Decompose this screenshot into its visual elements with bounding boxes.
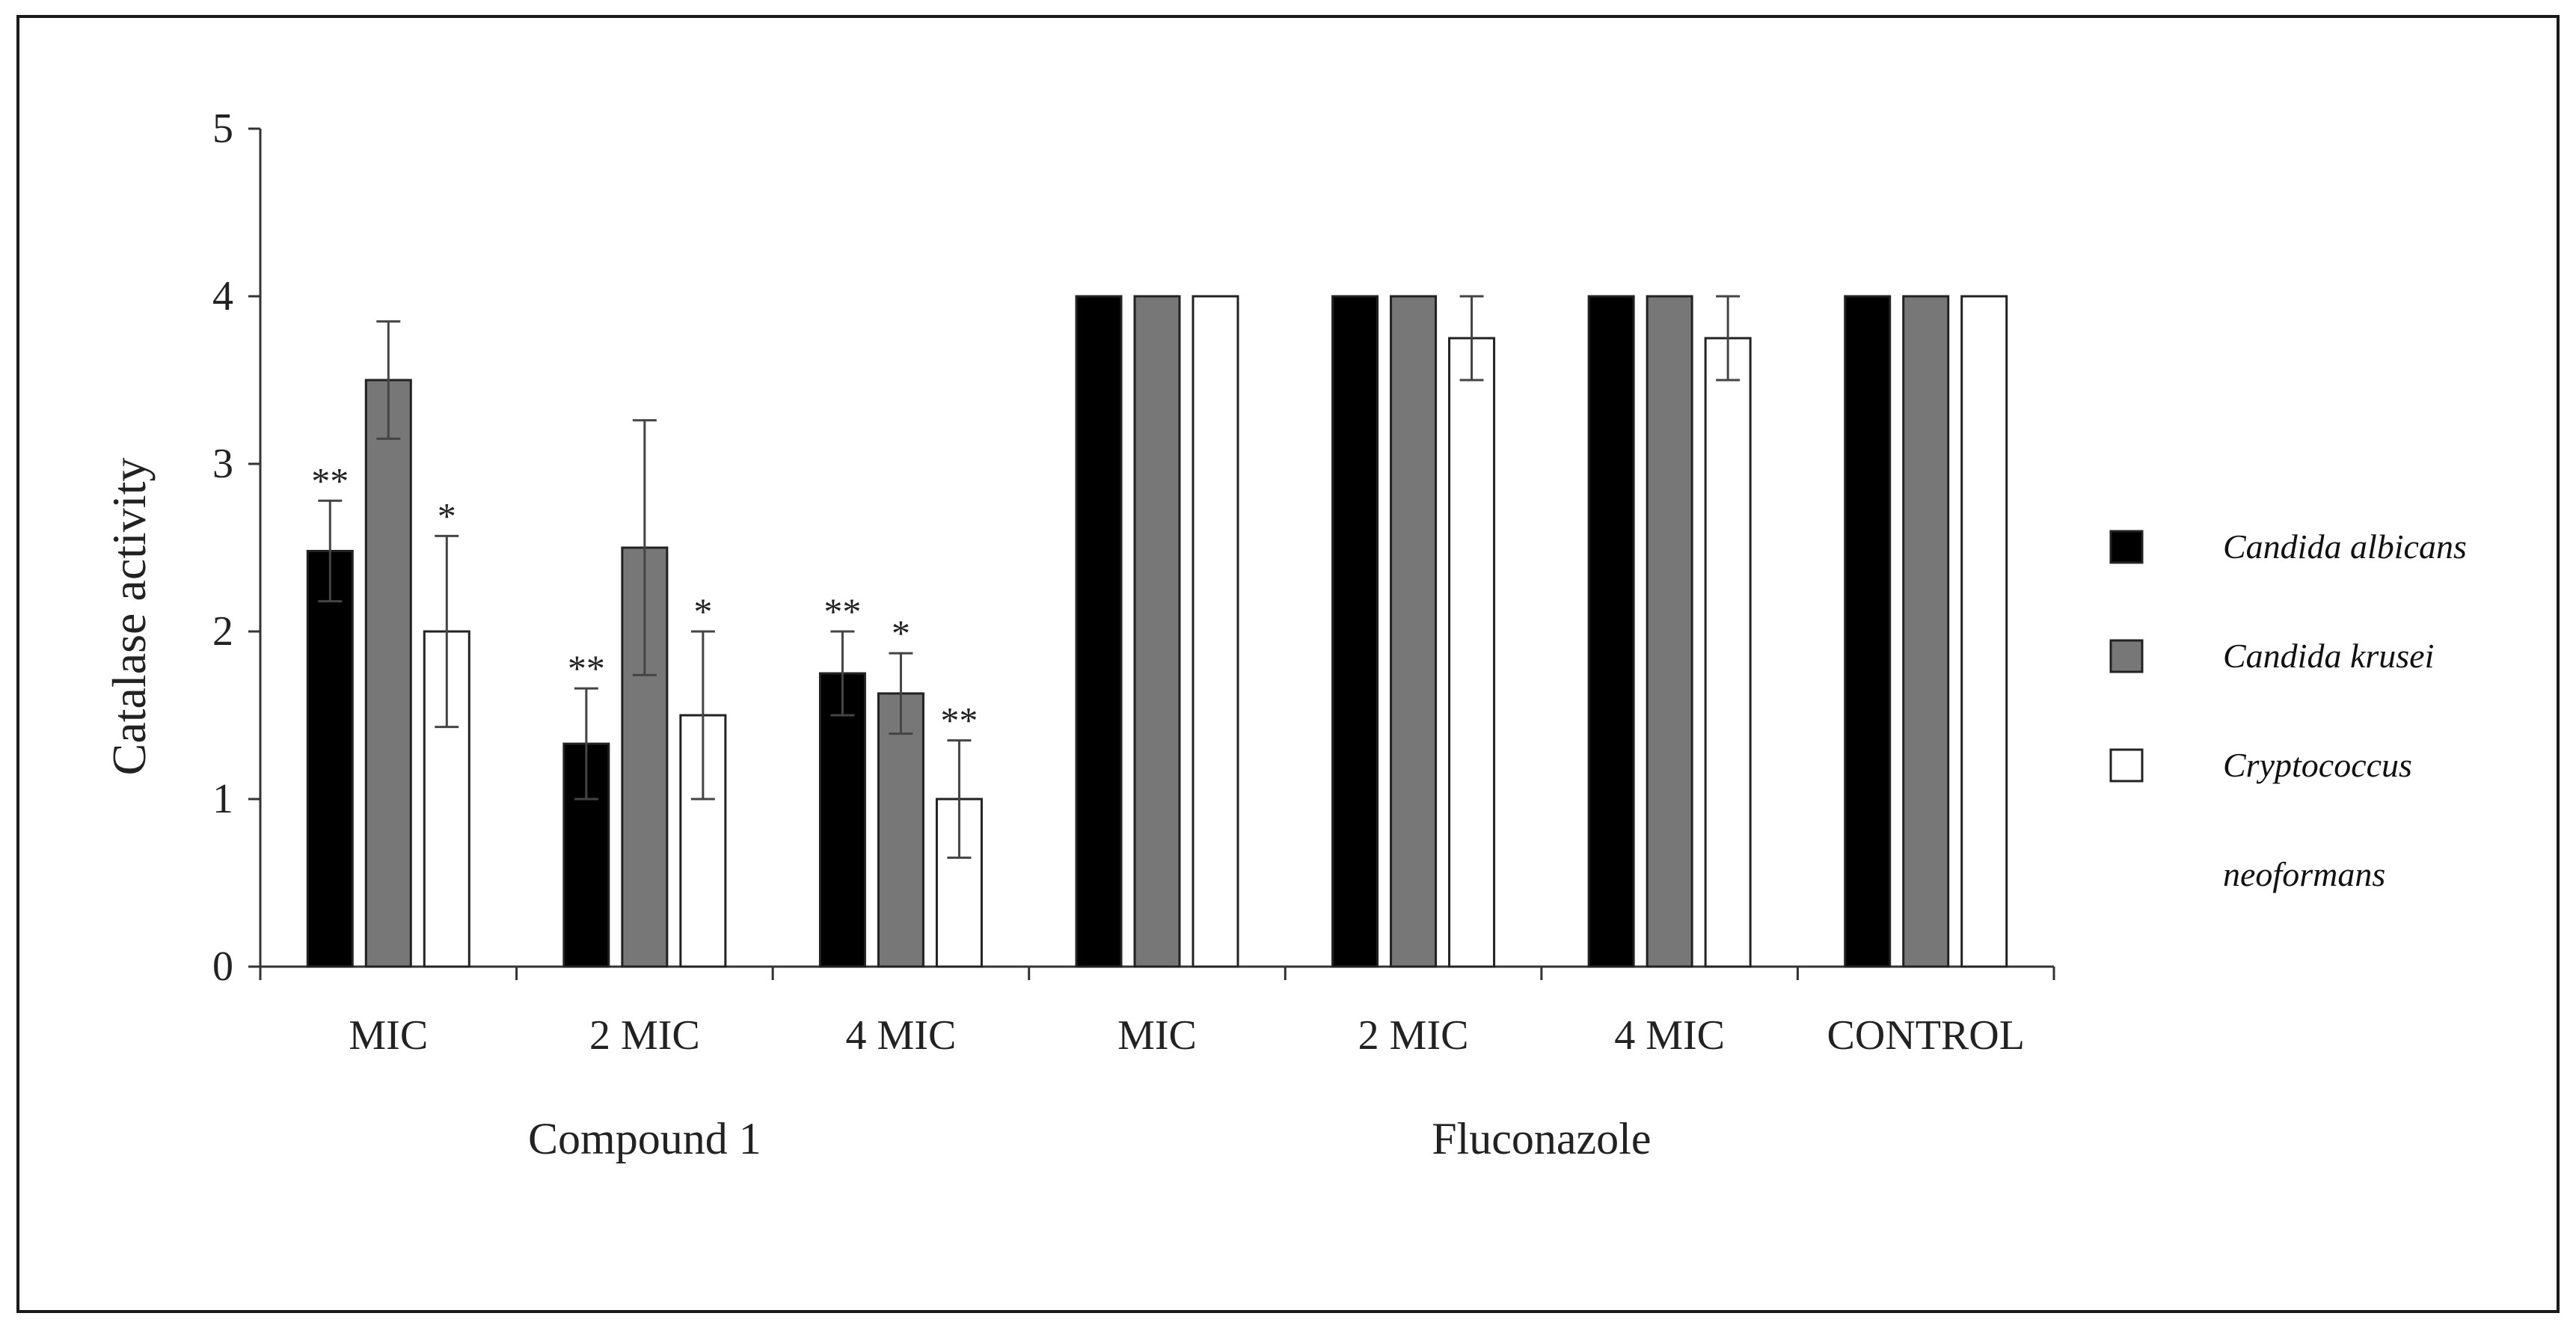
legend-swatch xyxy=(2109,748,2144,783)
bar xyxy=(1075,295,1123,968)
legend-label: Candida albicans xyxy=(2223,527,2467,566)
bar xyxy=(877,692,924,968)
bar xyxy=(1448,337,1496,968)
bar xyxy=(1192,295,1239,968)
group-label: Compound 1 xyxy=(528,1114,761,1163)
error-bars xyxy=(318,295,1741,859)
x-tick-labels: MIC 2 MIC 4 MIC MIC 2 MIC 4 MIC CONTROL xyxy=(349,1012,2025,1059)
bar xyxy=(1331,295,1379,968)
bar xyxy=(1133,295,1181,968)
bar xyxy=(621,546,669,968)
legend-swatch xyxy=(2109,530,2144,564)
legend-label: Cryptococcus xyxy=(2223,746,2412,784)
y-axis-label: Catalase activity xyxy=(102,458,156,776)
significance-mark: * xyxy=(693,590,712,632)
bar xyxy=(1902,295,1950,968)
significance-mark: ** xyxy=(311,459,349,501)
bar xyxy=(1390,295,1438,968)
x-tick-label: 2 MIC xyxy=(589,1012,700,1059)
group-label: Fluconazole xyxy=(1432,1114,1651,1163)
significance-mark: ** xyxy=(940,700,978,741)
y-tick-label: 4 xyxy=(212,273,233,319)
x-tick-label: 4 MIC xyxy=(846,1012,957,1059)
bar xyxy=(1960,295,2008,968)
legend-label: neoformans xyxy=(2223,855,2385,893)
y-tick-label: 3 xyxy=(212,441,233,487)
bar xyxy=(306,549,354,968)
bars xyxy=(306,295,2008,968)
y-tick-label: 0 xyxy=(212,943,233,990)
legend: Candida albicans Candida krusei Cryptococc… xyxy=(2109,527,2467,893)
y-tick-label: 5 xyxy=(212,105,233,152)
bar xyxy=(1587,295,1635,968)
significance-mark: ** xyxy=(568,647,605,689)
x-tick-label: MIC xyxy=(1117,1012,1197,1059)
significance-mark: * xyxy=(892,612,910,654)
x-tick-label: 2 MIC xyxy=(1358,1012,1469,1059)
bar xyxy=(423,630,470,968)
axes: 0 1 2 3 4 5 xyxy=(212,105,2055,990)
significance-mark: ** xyxy=(824,590,861,632)
bar xyxy=(364,379,412,968)
significance-mark: * xyxy=(438,495,456,536)
y-tick-label: 2 xyxy=(212,608,233,655)
legend-swatch xyxy=(2109,639,2144,673)
x-tick-label: CONTROL xyxy=(1827,1012,2024,1059)
group-labels: Compound 1 Fluconazole xyxy=(528,1114,1651,1163)
x-tick-label: 4 MIC xyxy=(1614,1012,1725,1059)
x-tick-label: MIC xyxy=(349,1012,428,1059)
legend-label: Candida krusei xyxy=(2223,637,2434,675)
y-tick-label: 1 xyxy=(212,776,233,822)
bar xyxy=(1646,295,1693,968)
significance-marks: ****** ***** xyxy=(311,459,978,741)
bar xyxy=(818,672,866,968)
bar xyxy=(1704,337,1752,968)
bar xyxy=(1844,295,1892,968)
